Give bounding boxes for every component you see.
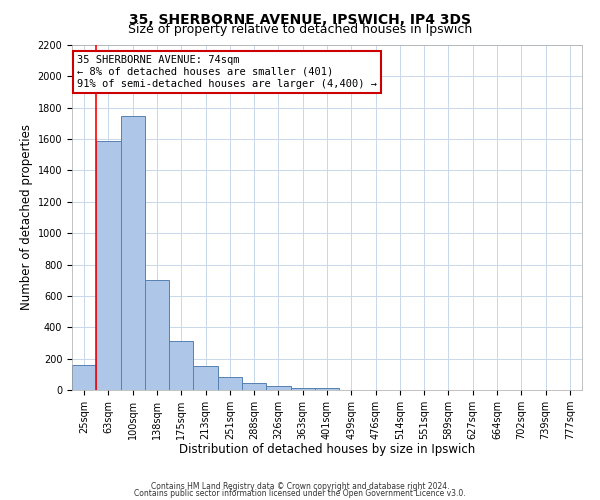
Text: 35 SHERBORNE AVENUE: 74sqm
← 8% of detached houses are smaller (401)
91% of semi: 35 SHERBORNE AVENUE: 74sqm ← 8% of detac… [77,56,377,88]
Bar [72,365,96,390]
Bar [193,366,218,390]
X-axis label: Distribution of detached houses by size in Ipswich: Distribution of detached houses by size … [179,444,475,456]
Bar [218,376,242,390]
Bar [121,116,145,390]
Text: Contains HM Land Registry data © Crown copyright and database right 2024.: Contains HM Land Registry data © Crown c… [151,482,449,491]
Text: Size of property relative to detached houses in Ipswich: Size of property relative to detached ho… [128,22,472,36]
Bar [266,386,290,390]
Text: 35, SHERBORNE AVENUE, IPSWICH, IP4 3DS: 35, SHERBORNE AVENUE, IPSWICH, IP4 3DS [129,12,471,26]
Text: Contains public sector information licensed under the Open Government Licence v3: Contains public sector information licen… [134,489,466,498]
Bar [96,140,121,390]
Bar [290,388,315,390]
Bar [315,388,339,390]
Bar [169,340,193,390]
Bar [145,280,169,390]
Y-axis label: Number of detached properties: Number of detached properties [20,124,34,310]
Bar [242,383,266,390]
